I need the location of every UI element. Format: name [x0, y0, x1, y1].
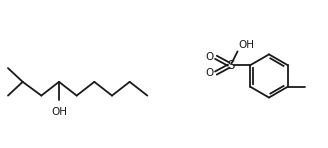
Text: OH: OH	[238, 40, 255, 50]
Text: OH: OH	[51, 107, 67, 117]
Text: S: S	[227, 59, 235, 72]
Text: O: O	[206, 52, 214, 62]
Text: O: O	[206, 68, 214, 78]
